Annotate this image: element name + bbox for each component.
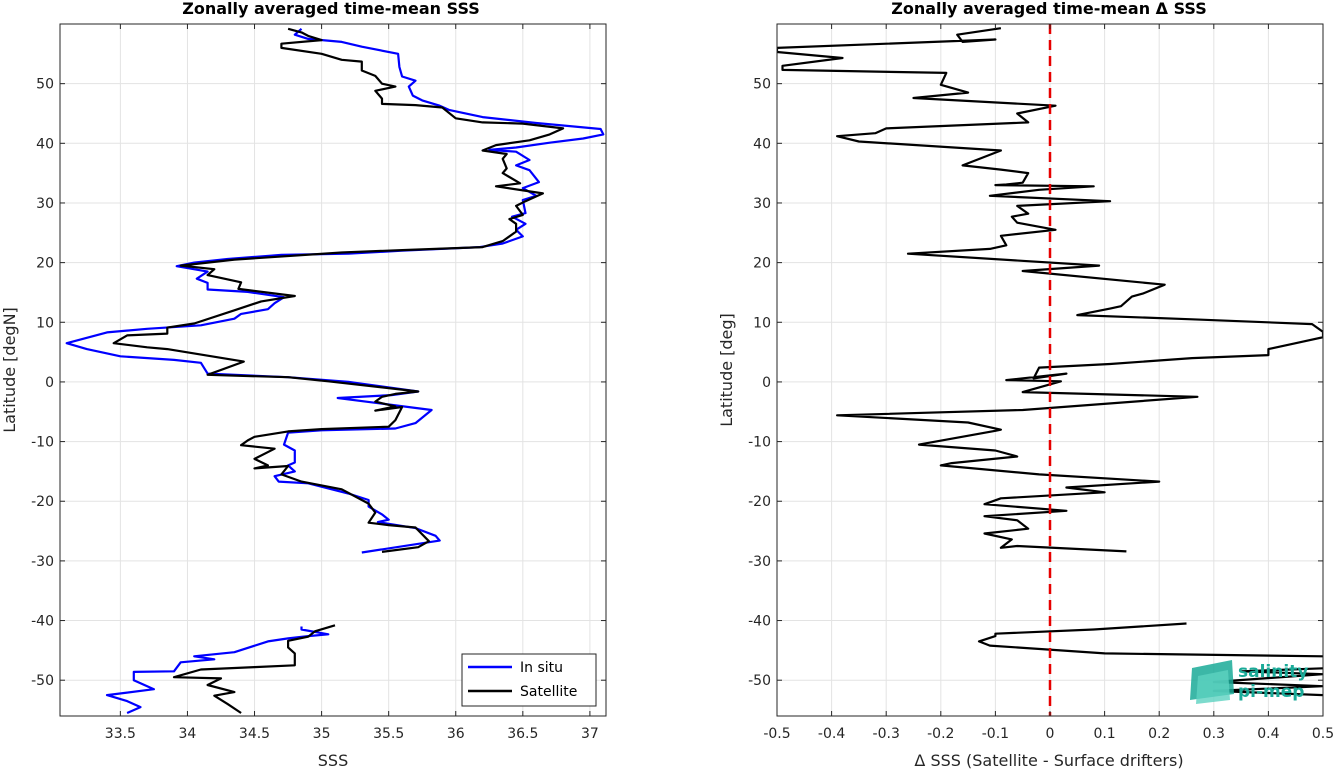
series-line-delta-sss [977,622,1323,658]
x-tick-label: -0.3 [873,726,900,742]
logo-text-salinity: salinity [1238,662,1308,682]
y-tick-label: -40 [31,614,54,630]
x-tick-label: 36 [447,726,465,742]
legend-label-in-situ: In situ [520,660,563,676]
x-tick-label: -0.2 [927,726,954,742]
left-plot-area [59,23,607,717]
logo-mark-front [1196,670,1230,704]
x-tick-label: 0.4 [1257,726,1279,742]
y-tick-label: 0 [762,375,771,391]
y-tick-label: -20 [31,494,54,510]
y-tick-label: -50 [748,673,771,689]
y-tick-label: 0 [45,375,54,391]
series-line-in-situ [65,27,605,554]
series-line-delta-sss [777,27,1323,553]
x-tick-label: 37 [581,726,599,742]
logo-text-pi-mep: pi-mep [1238,682,1304,702]
y-tick-label: 10 [753,315,771,331]
left-x-axis-label: SSS [318,751,348,769]
series-line-satellite [112,27,565,553]
x-tick-label: 0.1 [1093,726,1115,742]
x-tick-label: 36.5 [507,726,538,742]
y-tick-label: -30 [31,554,54,570]
salinity-pi-mep-logo: salinity pi-mep [1190,660,1308,704]
legend: In situ Satellite [461,653,597,707]
x-tick-label: -0.1 [982,726,1009,742]
y-tick-label: 30 [36,196,54,212]
x-tick-label: -0.4 [818,726,845,742]
y-tick-label: 40 [753,136,771,152]
x-tick-label: 35.5 [373,726,404,742]
y-tick-label: -50 [31,673,54,689]
y-tick-label: 50 [36,77,54,93]
x-tick-label: 0 [1046,726,1055,742]
x-tick-label: 34.5 [239,726,270,742]
y-tick-label: 20 [753,256,771,272]
left-grid [60,24,606,716]
x-tick-label: 0.2 [1148,726,1170,742]
right-y-axis-label: Latitude [deg] [717,313,736,427]
left-panel: Zonally averaged time-mean SSS 33.5 34 34.… [0,0,607,769]
y-tick-label: 30 [753,196,771,212]
y-tick-label: -20 [748,494,771,510]
left-series [65,27,605,715]
left-y-axis-label: Latitude [degN] [0,307,19,433]
legend-label-satellite: Satellite [520,684,577,700]
right-chart-title: Zonally averaged time-mean Δ SSS [891,0,1207,18]
right-panel: Zonally averaged time-mean Δ SSS -0.5 -0.… [717,0,1334,769]
y-tick-label: -40 [748,614,771,630]
x-tick-label: -0.5 [763,726,790,742]
x-tick-label: 0.3 [1203,726,1225,742]
x-tick-label: 34 [179,726,197,742]
y-tick-label: 40 [36,136,54,152]
y-tick-label: -10 [748,435,771,451]
right-ticks: -0.5 -0.4 -0.3 -0.2 -0.1 0 0.1 0.2 0.3 0.4 0.5 -50 -… [748,24,1334,742]
left-ticks: 33.5 34 34.5 35 35.5 36 36.5 37 -50 -40 -30 -20 -10 0… [31,24,606,742]
x-tick-label: 0.5 [1312,726,1334,742]
x-tick-label: 35 [313,726,331,742]
legend-box [461,653,597,707]
y-tick-label: 10 [36,315,54,331]
series-line-in-situ [105,626,330,715]
right-x-axis-label: Δ SSS (Satellite - Surface drifters) [914,751,1183,769]
left-chart-title: Zonally averaged time-mean SSS [182,0,480,18]
y-tick-label: -10 [31,435,54,451]
y-tick-label: 50 [753,77,771,93]
y-tick-label: -30 [748,554,771,570]
y-tick-label: 20 [36,256,54,272]
x-tick-label: 33.5 [105,726,136,742]
series-line-satellite [172,624,336,714]
